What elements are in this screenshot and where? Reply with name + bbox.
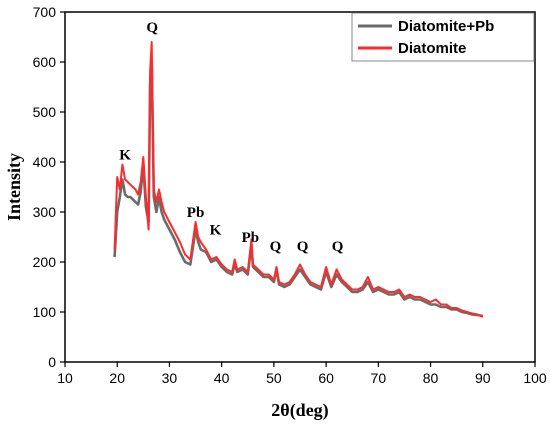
y-tick-label: 200 <box>33 254 57 270</box>
x-tick-label: 100 <box>523 370 547 386</box>
y-tick-label: 0 <box>48 354 56 370</box>
ticks-layer: 10 20 30 40 50 60 70 80 90 100 0 100 200 300 400 500 600… <box>33 4 547 386</box>
x-tick-label: 10 <box>57 370 73 386</box>
x-tick-label: 80 <box>423 370 439 386</box>
series-line-diatomite-pb <box>113 60 484 318</box>
x-tick-label: 50 <box>266 370 282 386</box>
x-tick-label: 60 <box>318 370 334 386</box>
x-tick-label: 90 <box>475 370 491 386</box>
peak-label: Q <box>297 239 309 255</box>
peak-label: Pb <box>187 205 205 221</box>
x-tick-label: 40 <box>214 370 230 386</box>
y-tick-label: 300 <box>33 204 57 220</box>
peak-label: Q <box>270 239 282 255</box>
y-tick-label: 500 <box>33 104 57 120</box>
series-line-diatomite <box>113 41 484 318</box>
y-axis-title: Intensity <box>4 153 24 221</box>
y-tick-label: 100 <box>33 304 57 320</box>
y-tick-label: 600 <box>33 54 57 70</box>
plot-frame <box>64 11 536 363</box>
y-tick-label: 400 <box>33 154 57 170</box>
peak-label: K <box>119 148 131 164</box>
series-layer <box>113 41 484 318</box>
peak-label: Pb <box>242 230 260 246</box>
legend-box <box>351 12 535 62</box>
x-axis-title: 2θ(deg) <box>271 400 328 421</box>
x-tick-label: 20 <box>109 370 125 386</box>
legend-label: Diatomite+Pb <box>398 18 494 35</box>
peak-label: Q <box>146 20 158 36</box>
legend-label: Diatomite <box>398 40 466 57</box>
x-tick-label: 30 <box>162 370 178 386</box>
peak-label: K <box>210 223 222 239</box>
legend: Diatomite+Pb Diatomite <box>351 12 535 62</box>
peak-label: Q <box>332 239 344 255</box>
x-tick-label: 70 <box>371 370 387 386</box>
y-tick-label: 700 <box>33 4 57 20</box>
